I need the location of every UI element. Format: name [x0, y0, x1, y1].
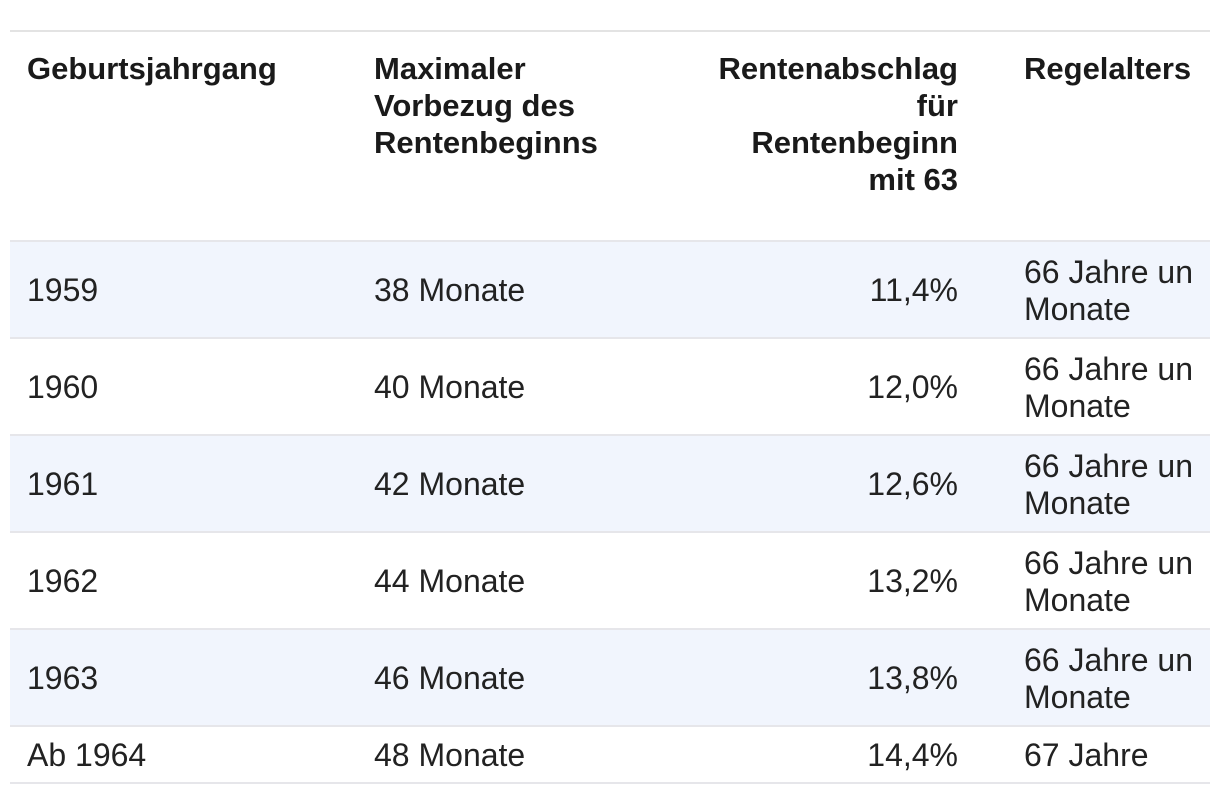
- header-row: Geburtsjahrgang Maximaler Vorbezug des Re…: [10, 32, 1210, 242]
- header-cell: Geburtsjahrgang: [27, 51, 277, 86]
- table-cell: 1961: [27, 466, 99, 502]
- table-cell: 1963: [27, 660, 99, 696]
- table-cell: 40 Monate: [374, 369, 526, 405]
- table-cell: 66 Jahre un Monate: [1024, 447, 1194, 521]
- table-cell: 44 Monate: [374, 563, 526, 599]
- table-cell: 14,4%: [867, 737, 958, 773]
- table-row: 1962 44 Monate 13,2% 66 Jahre un Monate: [10, 533, 1210, 630]
- table-cell: 66 Jahre un Monate: [1024, 544, 1194, 618]
- header-cell: Rentenabschlag für Rentenbeginn mit 63: [718, 51, 958, 197]
- table-cell: 66 Jahre un Monate: [1024, 253, 1194, 327]
- table-cell: 12,0%: [867, 369, 958, 405]
- table-cell: 11,4%: [869, 272, 958, 308]
- table-cell: 48 Monate: [374, 737, 526, 773]
- table-cell: 66 Jahre un Monate: [1024, 350, 1194, 424]
- table-cell: Ab 1964: [27, 737, 147, 773]
- table-cell: 67 Jahre: [1024, 737, 1149, 773]
- table-row: 1963 46 Monate 13,8% 66 Jahre un Monate: [10, 630, 1210, 727]
- table-cell: 38 Monate: [374, 272, 526, 308]
- table-cell: 13,8%: [867, 660, 958, 696]
- table-cell: 12,6%: [867, 466, 958, 502]
- table-cell: 66 Jahre un Monate: [1024, 641, 1194, 715]
- table-row: 1961 42 Monate 12,6% 66 Jahre un Monate: [10, 436, 1210, 533]
- table: Geburtsjahrgang Maximaler Vorbezug des Re…: [10, 30, 1210, 785]
- header-cell: Maximaler Vorbezug des Rentenbeginns: [374, 51, 598, 160]
- table-row: 1959 38 Monate 11,4% 66 Jahre un Monate: [10, 242, 1210, 339]
- table-cell: 46 Monate: [374, 660, 526, 696]
- table-cell: 1962: [27, 563, 99, 599]
- table-row: Ab 1964 48 Monate 14,4% 67 Jahre: [10, 727, 1210, 784]
- table-row: 1960 40 Monate 12,0% 66 Jahre un Monate: [10, 339, 1210, 436]
- table-cell: 1959: [27, 272, 99, 308]
- header-cell: Regelalters: [1024, 51, 1192, 86]
- table-cell: 42 Monate: [374, 466, 526, 502]
- table-cell: 13,2%: [867, 563, 958, 599]
- table-cell: 1960: [27, 369, 99, 405]
